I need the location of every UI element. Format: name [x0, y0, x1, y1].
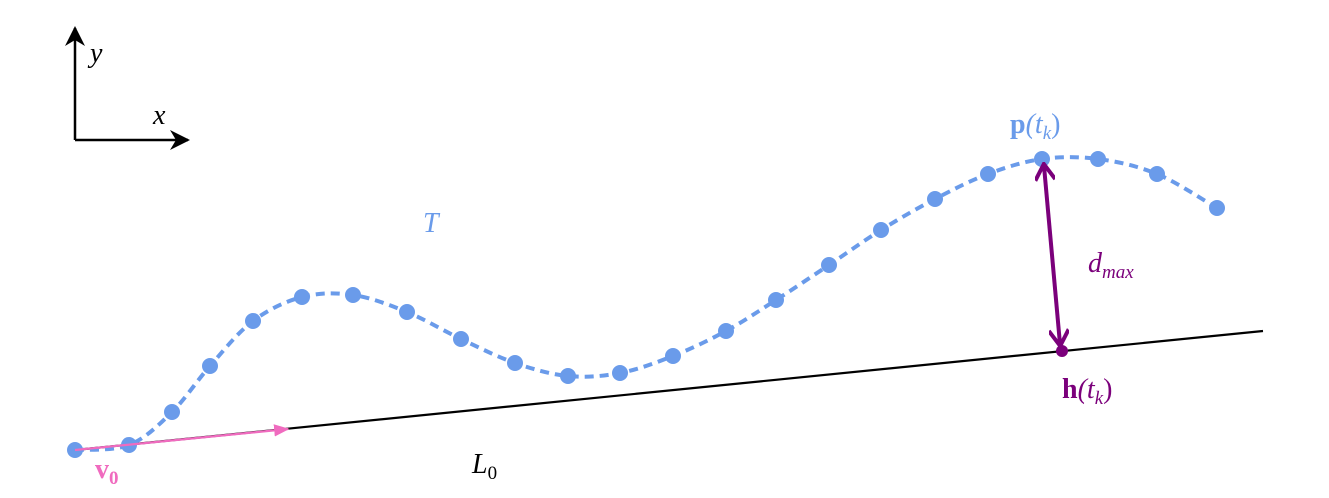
trajectory-point [718, 323, 734, 339]
trajectory-point [873, 222, 889, 238]
velocity-base: v [95, 454, 109, 485]
point-close: ) [1051, 109, 1060, 140]
trajectory-point [202, 358, 218, 374]
trajectory-point [399, 304, 415, 320]
trajectory-point [927, 191, 943, 207]
distance-label: dmax [1088, 248, 1134, 283]
trajectory-point [453, 331, 469, 347]
trajectory-label: T [423, 208, 441, 239]
projection-sub: k [1095, 388, 1104, 409]
trajectory [67, 151, 1225, 458]
projection-base: h [1062, 374, 1078, 405]
projection-point [1056, 345, 1068, 357]
line-base: L [471, 449, 488, 480]
trajectory-point [1209, 200, 1225, 216]
distance-base: d [1088, 248, 1103, 279]
point-sub: k [1043, 123, 1052, 144]
line-label: L0 [471, 449, 497, 484]
distance-arrow [1044, 166, 1060, 344]
trajectory-point [665, 348, 681, 364]
axes-icon: y x [65, 26, 190, 150]
line-sub: 0 [488, 463, 498, 484]
point-base: p [1010, 109, 1026, 140]
trajectory-point [821, 257, 837, 273]
trajectory-point [980, 166, 996, 182]
velocity-arrow [74, 424, 290, 452]
velocity-label: v0 [95, 454, 119, 489]
trajectory-point [1149, 166, 1165, 182]
projection-arg: (t [1078, 374, 1096, 405]
projection-label: h(tk) [1062, 374, 1112, 409]
point-label: p(tk) [1010, 109, 1060, 144]
trajectory-point [1034, 151, 1050, 167]
trajectory-point [507, 355, 523, 371]
trajectory-point [245, 313, 261, 329]
y-label: y [87, 38, 103, 69]
trajectory-point [345, 287, 361, 303]
trajectory-point [1090, 151, 1106, 167]
trajectory-point [164, 404, 180, 420]
velocity-sub: 0 [109, 468, 119, 489]
projection-close: ) [1103, 374, 1112, 405]
trajectory-point [612, 365, 628, 381]
point-arg: (t [1026, 109, 1044, 140]
distance-sub: max [1102, 262, 1134, 283]
trajectory-point [768, 292, 784, 308]
trajectory-point [294, 289, 310, 305]
trajectory-point [560, 368, 576, 384]
x-label: x [152, 100, 166, 131]
